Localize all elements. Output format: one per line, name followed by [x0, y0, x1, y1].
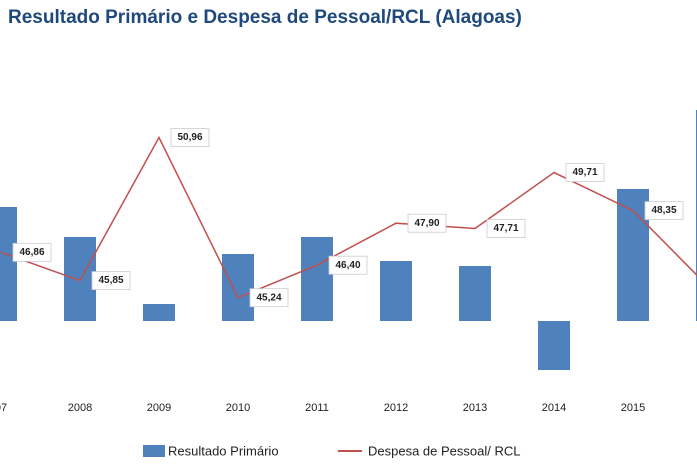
value-label: 49,71	[572, 167, 597, 178]
bar	[143, 304, 175, 321]
chart-title: Resultado Primário e Despesa de Pessoal/…	[8, 7, 522, 28]
bar	[222, 254, 254, 321]
value-label: 50,96	[177, 132, 202, 143]
value-label: 46,86	[19, 247, 44, 258]
bar	[617, 189, 649, 321]
x-tick-label: 2014	[542, 402, 566, 414]
value-label-box	[486, 219, 526, 238]
value-label: 45,85	[98, 275, 123, 286]
value-label-box	[249, 288, 289, 308]
value-label-box	[12, 242, 52, 262]
legend-label: Resultado Primário	[168, 443, 279, 458]
x-tick-label: 2009	[147, 402, 171, 414]
x-tick-label: 2008	[68, 402, 92, 414]
x-tick-label: 2011	[305, 402, 329, 414]
value-label: 47,71	[493, 223, 518, 234]
value-label: 45,24	[256, 292, 281, 303]
x-tick-label: 07	[0, 402, 7, 414]
bar	[0, 207, 17, 321]
value-label-box	[91, 271, 131, 291]
value-label: 46,40	[335, 260, 360, 271]
legend-label: Despesa de Pessoal/ RCL	[368, 443, 520, 458]
value-label-box	[407, 213, 447, 233]
x-tick-label: 2015	[621, 402, 645, 414]
value-label-box	[328, 255, 368, 275]
bar	[64, 237, 96, 321]
x-tick-label: 2013	[463, 402, 487, 414]
bar	[538, 321, 570, 370]
bar	[380, 261, 412, 321]
x-tick-label: 2010	[226, 402, 250, 414]
value-label-box	[565, 163, 605, 182]
value-label: 48,35	[651, 205, 676, 216]
value-label: 47,90	[414, 218, 439, 229]
x-tick-label: 2012	[384, 402, 408, 414]
bar	[301, 237, 333, 321]
line	[0, 135, 697, 299]
value-label-box	[644, 201, 684, 221]
bar	[459, 266, 491, 321]
legend-swatch	[143, 445, 165, 457]
value-label-box	[170, 128, 210, 147]
